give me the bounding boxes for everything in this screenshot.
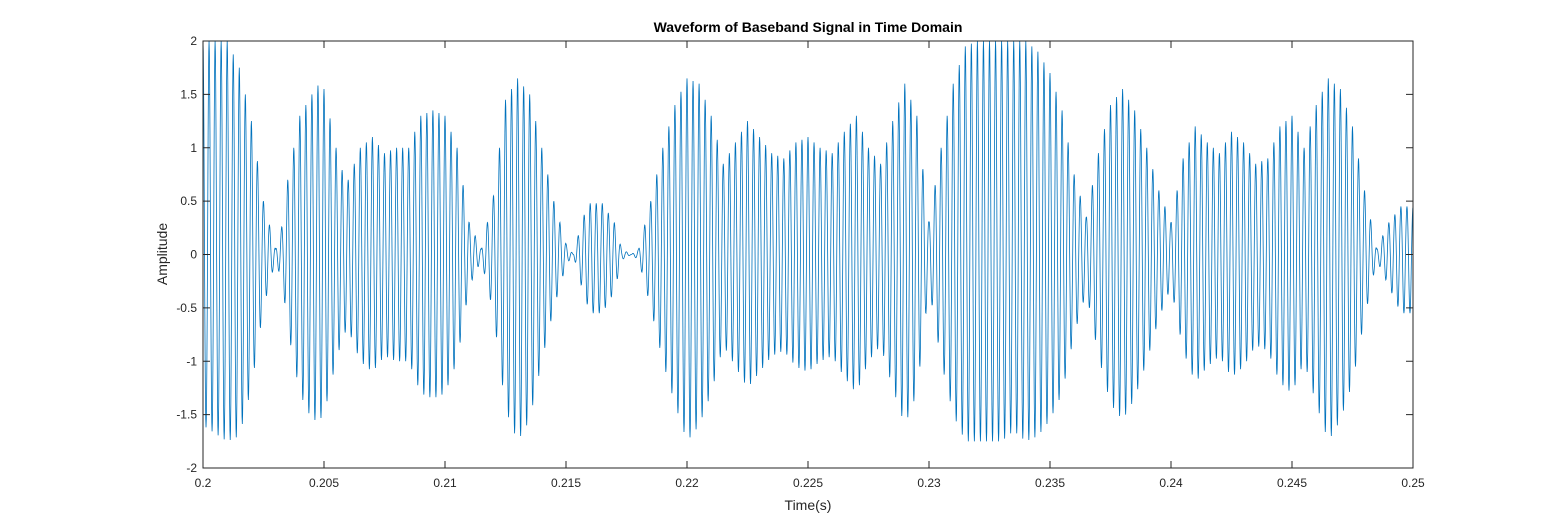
x-tick-label: 0.2	[195, 476, 212, 490]
x-tick-label: 0.23	[917, 476, 941, 490]
x-tick-label: 0.21	[433, 476, 457, 490]
x-tick-label: 0.25	[1401, 476, 1425, 490]
x-tick-label: 0.24	[1159, 476, 1183, 490]
signal-line	[202, 40, 1414, 442]
y-axis-label: Amplitude	[154, 223, 170, 285]
y-tick-label: 0.5	[180, 194, 197, 208]
series-layer	[202, 40, 1414, 442]
x-axis-label: Time(s)	[785, 497, 832, 513]
y-tick-label: -0.5	[176, 301, 197, 315]
x-tick-label: 0.22	[675, 476, 699, 490]
y-tick-label: -2	[186, 461, 197, 475]
tick-layer: 0.2 0.205 0.21 0.215 0.22 0.225 0.23 0.235 0.24 0…	[176, 34, 1425, 490]
plot-area-background	[203, 41, 1413, 468]
y-tick-label: 0	[190, 248, 197, 262]
x-tick-label: 0.225	[793, 476, 823, 490]
x-tick-label: 0.245	[1277, 476, 1307, 490]
x-tick-label: 0.235	[1035, 476, 1065, 490]
x-tick-label: 0.205	[309, 476, 339, 490]
chart-title: Waveform of Baseband Signal in Time Doma…	[654, 19, 963, 35]
y-tick-label: -1	[186, 354, 197, 368]
y-tick-label: -1.5	[176, 408, 197, 422]
y-tick-label: 1.5	[180, 87, 197, 101]
x-tick-label: 0.215	[551, 476, 581, 490]
y-tick-label: 1	[190, 141, 197, 155]
y-tick-label: 2	[190, 34, 197, 48]
